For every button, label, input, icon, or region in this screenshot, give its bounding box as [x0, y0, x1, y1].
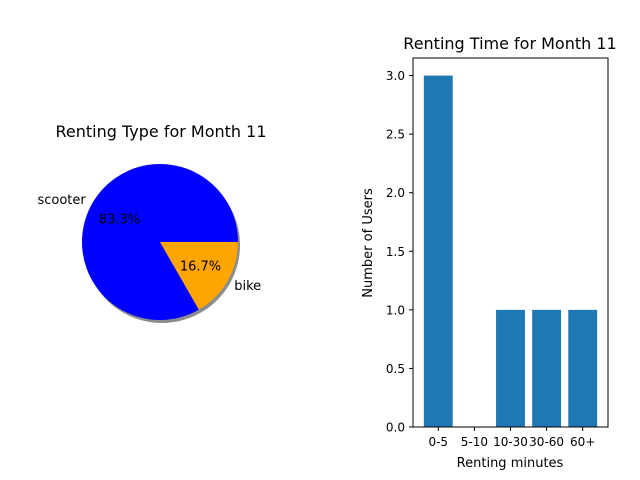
bar-0-5 [423, 75, 453, 428]
bar-plot-area: 0-5 5-10 10-30 30-60 60+ 0.0 0.5 1.0 1.5 2.0 2.5 3.… [386, 57, 609, 449]
pie-label-scooter: scooter [37, 193, 86, 208]
y-tick-label-3.0: 3.0 [386, 69, 405, 83]
bar-chart-title: Renting Time for Month 11 [403, 34, 616, 53]
bar-30-60 [532, 309, 562, 427]
y-tick-label-0.5: 0.5 [386, 362, 405, 376]
x-tick-label-0-5: 0-5 [428, 435, 448, 449]
pie-pct-label-bike: 16.7% [180, 259, 221, 274]
x-tick-label-30-60: 30-60 [529, 435, 564, 449]
y-tick-label-0.0: 0.0 [386, 421, 405, 435]
y-tick-label-2.5: 2.5 [386, 128, 405, 142]
bar-chart-ylabel: Number of Users [361, 188, 376, 298]
x-tick-label-10-30: 10-30 [493, 435, 528, 449]
bar-chart-xlabel: Renting minutes [457, 456, 564, 471]
y-tick-label-1.0: 1.0 [386, 303, 405, 317]
bar-chart: Renting Time for Month 11 0-5 5-10 10-30 30… [361, 34, 617, 471]
pie-label-bike: bike [234, 279, 261, 294]
pie-slice-bike [160, 242, 238, 310]
pie-slices: scooter 83.3% bike 16.7% [37, 163, 261, 323]
pie-chart: Renting Type for Month 11 scooter 83.3% bi… [37, 122, 267, 323]
y-tick-label-1.5: 1.5 [386, 245, 405, 259]
pie-chart-title: Renting Type for Month 11 [56, 122, 267, 141]
bar-plot-frame [412, 57, 609, 428]
x-tick-label-60+: 60+ [570, 435, 595, 449]
pie-pct-label-scooter: 83.3% [99, 213, 140, 228]
bar-10-30 [496, 309, 525, 427]
y-tick-label-2.0: 2.0 [386, 186, 405, 200]
bar-60+ [568, 309, 598, 427]
x-tick-label-5-10: 5-10 [461, 435, 488, 449]
